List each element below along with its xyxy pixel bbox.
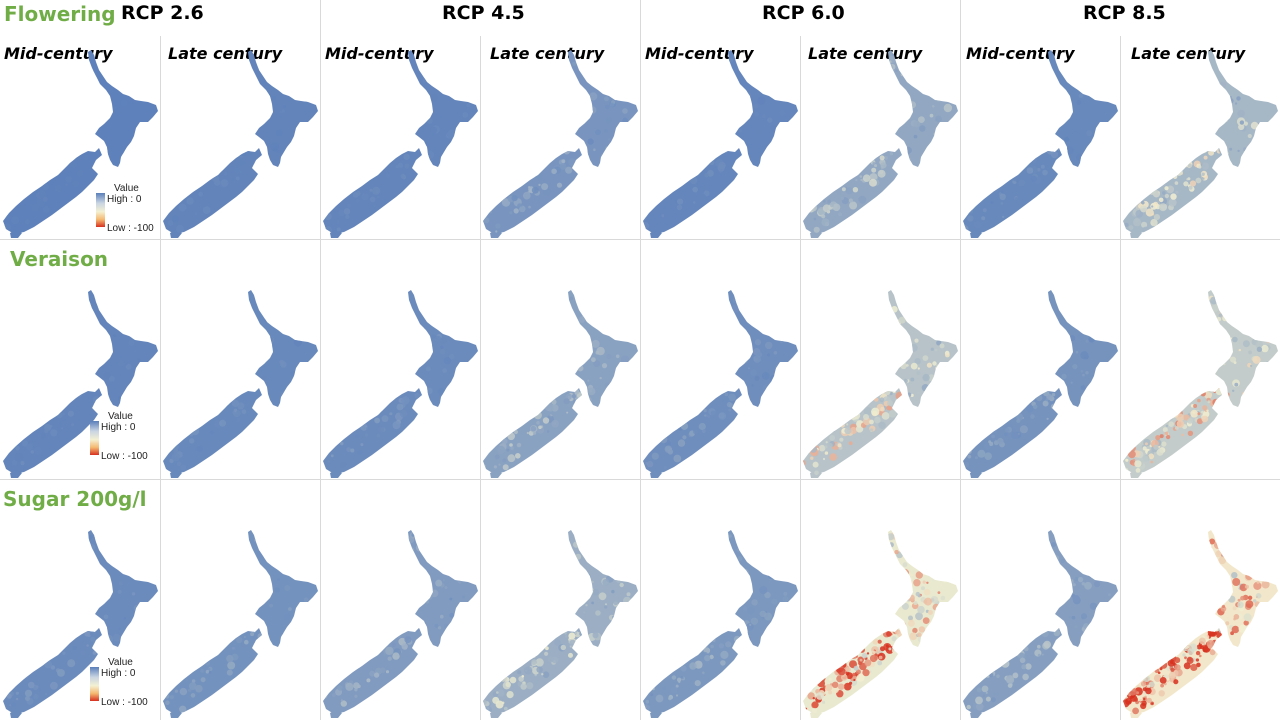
nz-map <box>1123 50 1278 238</box>
period-label-mid: Mid-century <box>966 44 1075 63</box>
stewart-island <box>490 230 502 238</box>
nz-map <box>1123 530 1278 718</box>
nz-map <box>3 290 158 478</box>
south-island <box>643 148 742 234</box>
south-island <box>963 148 1062 234</box>
grid-line <box>1120 0 1121 720</box>
north-island <box>728 290 798 407</box>
period-label-mid: Mid-century <box>645 44 754 63</box>
legend-color-bar <box>90 421 99 455</box>
nz-map <box>323 530 478 718</box>
nz-map <box>803 530 958 718</box>
scenario-header-rcp60: RCP 6.0 <box>762 2 845 24</box>
north-island <box>888 290 958 407</box>
nz-map <box>483 50 638 238</box>
period-label-mid: Mid-century <box>4 44 113 63</box>
nz-map <box>963 530 1118 718</box>
stewart-island <box>330 230 342 238</box>
stewart-island <box>330 470 342 478</box>
period-label-mid: Mid-century <box>325 44 434 63</box>
north-island <box>408 530 478 647</box>
row-title-veraison: Veraison <box>10 247 109 271</box>
row-title-flowering: Flowering <box>4 2 116 26</box>
grid-line <box>0 479 1280 480</box>
nz-map <box>963 290 1118 478</box>
north-island <box>88 50 158 167</box>
south-island <box>163 628 262 714</box>
grid-line <box>480 0 481 720</box>
grid-line <box>800 0 801 720</box>
north-island <box>1048 530 1118 647</box>
stewart-island <box>490 470 502 478</box>
grid-line <box>640 0 641 720</box>
legend-high-label: High : 0 <box>101 668 136 679</box>
period-label-late: Late century <box>490 44 605 63</box>
stewart-island <box>330 710 342 718</box>
nz-map <box>3 530 158 718</box>
stewart-island <box>490 710 502 718</box>
period-label-late: Late century <box>1131 44 1246 63</box>
north-island <box>248 50 318 167</box>
nz-map <box>163 530 318 718</box>
north-island <box>1208 290 1278 407</box>
nz-map <box>323 290 478 478</box>
legend: Value High : 0 Low : -100 <box>88 411 158 471</box>
scenario-header-rcp85: RCP 8.5 <box>1083 2 1166 24</box>
south-island <box>643 628 742 714</box>
stewart-island <box>970 230 982 238</box>
stewart-island <box>10 710 22 718</box>
north-island <box>248 530 318 647</box>
stewart-island <box>970 470 982 478</box>
legend-color-bar <box>96 193 105 227</box>
stewart-island <box>650 710 662 718</box>
legend-low-label: Low : -100 <box>107 223 154 234</box>
nz-map <box>803 290 958 478</box>
nz-map <box>323 50 478 238</box>
row-title-sugar: Sugar 200g/l <box>3 487 147 511</box>
nz-map <box>963 50 1118 238</box>
grid-line <box>320 0 321 720</box>
grid-line <box>160 0 161 720</box>
south-island <box>323 388 422 474</box>
legend-title: Value <box>108 411 133 422</box>
nz-map <box>803 50 958 238</box>
stewart-island <box>650 470 662 478</box>
legend: Value High : 0 Low : -100 <box>94 183 164 243</box>
legend-title: Value <box>114 183 139 194</box>
stewart-island <box>10 230 22 238</box>
nz-map <box>163 50 318 238</box>
north-island <box>888 50 958 167</box>
nz-map <box>643 290 798 478</box>
north-island <box>568 50 638 167</box>
stewart-island <box>170 470 182 478</box>
north-island <box>408 290 478 407</box>
nz-map <box>643 50 798 238</box>
stewart-island <box>10 470 22 478</box>
legend-title: Value <box>108 657 133 668</box>
legend-color-bar <box>90 667 99 701</box>
nz-map <box>1123 290 1278 478</box>
scenario-header-rcp45: RCP 4.5 <box>442 2 525 24</box>
stewart-island <box>170 710 182 718</box>
stewart-island <box>970 710 982 718</box>
grid-line <box>960 0 961 720</box>
south-island <box>3 148 102 234</box>
legend-low-label: Low : -100 <box>101 697 148 708</box>
nz-map <box>163 290 318 478</box>
nz-map <box>3 50 158 238</box>
stewart-island <box>1130 230 1142 238</box>
legend-high-label: High : 0 <box>107 194 142 205</box>
north-island <box>568 530 638 647</box>
nz-map <box>483 530 638 718</box>
stewart-island <box>650 230 662 238</box>
nz-map <box>483 290 638 478</box>
north-island <box>408 50 478 167</box>
grid-line <box>0 239 1280 240</box>
legend: Value High : 0 Low : -100 <box>88 657 158 717</box>
legend-high-label: High : 0 <box>101 422 136 433</box>
scenario-header-rcp26: RCP 2.6 <box>121 2 204 24</box>
north-island <box>1208 50 1278 167</box>
nz-map <box>643 530 798 718</box>
legend-low-label: Low : -100 <box>101 451 148 462</box>
